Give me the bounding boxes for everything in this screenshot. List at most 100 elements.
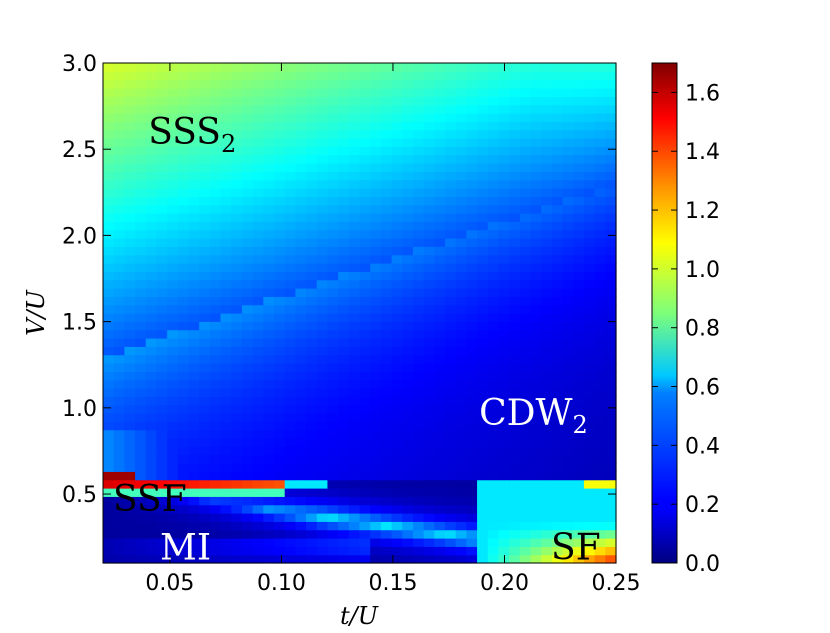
heatmap-cell bbox=[348, 313, 361, 322]
heatmap-cell bbox=[348, 163, 361, 172]
heatmap-cell bbox=[306, 379, 318, 389]
heatmap-cell bbox=[380, 113, 393, 122]
heatmap-cell bbox=[562, 79, 574, 89]
heatmap-cell bbox=[423, 188, 435, 197]
heatmap-cell bbox=[306, 254, 318, 264]
heatmap-cell bbox=[113, 171, 125, 181]
heatmap-cell bbox=[274, 129, 286, 139]
heatmap-cell bbox=[391, 363, 403, 372]
heatmap-cell bbox=[252, 129, 264, 139]
heatmap-cell bbox=[199, 79, 211, 89]
heatmap-cell bbox=[188, 396, 200, 406]
heatmap-cell bbox=[605, 138, 617, 147]
heatmap-cell bbox=[284, 304, 296, 314]
heatmap-cell bbox=[402, 379, 414, 389]
heatmap-cell bbox=[188, 229, 200, 239]
heatmap-cell bbox=[359, 504, 371, 514]
heatmap-cell bbox=[274, 488, 286, 497]
heatmap-cell bbox=[284, 488, 296, 497]
heatmap-cell bbox=[477, 488, 489, 497]
heatmap-cell bbox=[391, 188, 403, 197]
heatmap-cell bbox=[113, 121, 125, 131]
heatmap-cell bbox=[167, 454, 179, 464]
heatmap-cell bbox=[370, 454, 382, 464]
heatmap-cell bbox=[188, 179, 200, 189]
heatmap-cell bbox=[145, 238, 158, 247]
heatmap-cell bbox=[562, 154, 574, 164]
heatmap-cell bbox=[241, 363, 254, 372]
heatmap-cell bbox=[594, 471, 606, 481]
heatmap-cell bbox=[167, 113, 179, 122]
heatmap-cell bbox=[391, 288, 403, 297]
heatmap-cell bbox=[509, 104, 521, 114]
heatmap-cell bbox=[359, 138, 371, 147]
heatmap-cell bbox=[113, 529, 125, 539]
heatmap-cell bbox=[284, 138, 296, 147]
heatmap-cell bbox=[274, 163, 286, 172]
heatmap-cell bbox=[316, 104, 329, 114]
heatmap-cell bbox=[498, 438, 510, 447]
heatmap-cell bbox=[402, 479, 414, 489]
colorbar bbox=[651, 62, 678, 564]
heatmap-cell bbox=[423, 154, 435, 164]
heatmap-cell bbox=[359, 79, 371, 89]
heatmap-cell bbox=[284, 371, 296, 381]
heatmap-cell bbox=[412, 554, 425, 564]
heatmap-cell bbox=[338, 104, 350, 114]
heatmap-cell bbox=[188, 113, 200, 122]
heatmap-cell bbox=[466, 154, 478, 164]
heatmap-cell bbox=[231, 363, 243, 372]
heatmap-cell bbox=[423, 196, 435, 206]
heatmap-cell bbox=[605, 346, 617, 356]
heatmap-cell bbox=[402, 238, 414, 247]
heatmap-cell bbox=[156, 321, 168, 331]
heatmap-cell bbox=[241, 279, 254, 289]
heatmap-cell bbox=[562, 104, 574, 114]
heatmap-cell bbox=[434, 529, 446, 539]
heatmap-cell bbox=[583, 438, 596, 447]
heatmap-cell bbox=[477, 296, 489, 306]
heatmap-cell bbox=[605, 496, 617, 506]
heatmap-cell bbox=[519, 154, 532, 164]
heatmap-cell bbox=[177, 229, 190, 239]
heatmap-cell bbox=[220, 179, 232, 189]
heatmap-cell bbox=[530, 96, 542, 106]
heatmap-cell bbox=[177, 88, 190, 97]
heatmap-cell bbox=[263, 363, 275, 372]
heatmap-cell bbox=[113, 288, 125, 297]
heatmap-cell bbox=[541, 354, 553, 364]
heatmap-cell bbox=[412, 113, 425, 122]
phase-label-mi: MI bbox=[160, 527, 211, 568]
heatmap-cell bbox=[348, 421, 361, 431]
heatmap-cell bbox=[530, 496, 542, 506]
heatmap-cell bbox=[541, 496, 553, 506]
heatmap-cell bbox=[145, 213, 158, 222]
heatmap-cell bbox=[445, 479, 457, 489]
heatmap-cell bbox=[284, 413, 296, 422]
heatmap-cell bbox=[263, 504, 275, 514]
heatmap-cell bbox=[583, 454, 596, 464]
heatmap-cell bbox=[509, 429, 521, 439]
heatmap-cell bbox=[316, 163, 329, 172]
heatmap-cell bbox=[541, 221, 553, 231]
heatmap-cell bbox=[359, 496, 371, 506]
heatmap-cell bbox=[551, 288, 564, 297]
heatmap-cell bbox=[487, 338, 500, 347]
heatmap-cell bbox=[359, 254, 371, 264]
heatmap-cell bbox=[348, 413, 361, 422]
heatmap-cell bbox=[220, 371, 232, 381]
heatmap-cell bbox=[252, 271, 264, 281]
heatmap-cell bbox=[541, 154, 553, 164]
heatmap-cell bbox=[295, 313, 307, 322]
heatmap-cell bbox=[241, 446, 254, 456]
heatmap-cell bbox=[391, 404, 403, 414]
heatmap-cell bbox=[199, 146, 211, 156]
heatmap-cell bbox=[551, 79, 564, 89]
heatmap-cell bbox=[103, 546, 115, 556]
heatmap-cell bbox=[220, 446, 232, 456]
heatmap-cell bbox=[498, 288, 510, 297]
heatmap-cell bbox=[274, 438, 286, 447]
heatmap-cell bbox=[348, 263, 361, 272]
heatmap-cell bbox=[306, 371, 318, 381]
heatmap-cell bbox=[124, 104, 136, 114]
